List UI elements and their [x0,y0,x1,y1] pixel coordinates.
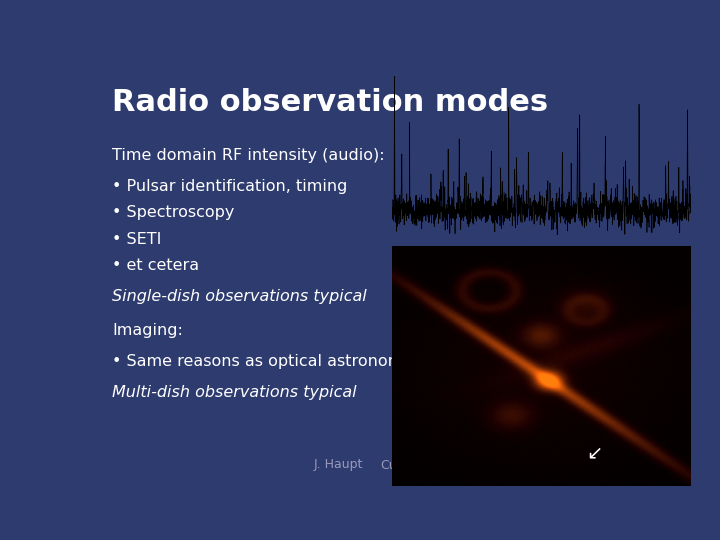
Text: • Pulsar identification, timing: • Pulsar identification, timing [112,179,348,194]
Text: • SETI: • SETI [112,232,162,247]
Text: Custer/LSST/BNL: Custer/LSST/BNL [380,458,485,471]
Text: ↙: ↙ [587,443,603,462]
Text: Time domain RF intensity (audio):: Time domain RF intensity (audio): [112,148,385,163]
Text: J. Haupt: J. Haupt [313,458,363,471]
Text: 31: 31 [616,458,631,471]
Text: • Same reasons as optical astronomy: • Same reasons as optical astronomy [112,354,413,369]
Text: Multi-dish observations typical: Multi-dish observations typical [112,385,357,400]
Text: Single-dish observations typical: Single-dish observations typical [112,289,367,304]
Text: • et cetera: • et cetera [112,258,199,273]
Text: • Spectroscopy: • Spectroscopy [112,205,235,220]
Text: Radio observation modes: Radio observation modes [112,87,549,117]
Text: Imaging:: Imaging: [112,322,183,338]
